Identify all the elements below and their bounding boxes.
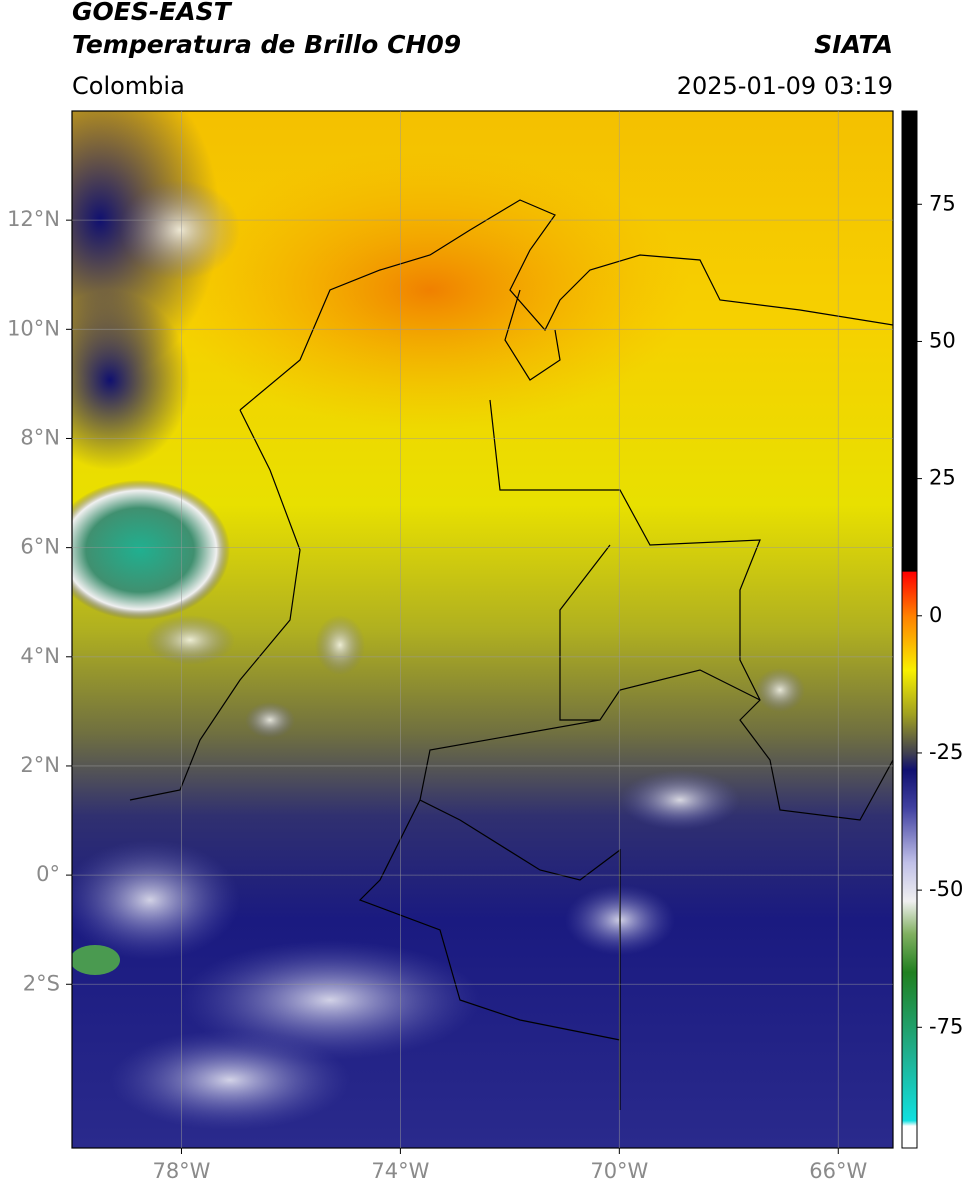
x-tick-label: 78°W	[152, 1159, 210, 1183]
colorbar-tick-label: 0	[929, 603, 942, 627]
colorbar-frame	[901, 110, 918, 1149]
y-tick-label: 2°N	[20, 753, 60, 777]
satellite-image	[72, 111, 893, 1148]
y-tick-label: 0°	[36, 862, 60, 886]
y-tick-label: 4°N	[20, 644, 60, 668]
colorbar-tick-label: -25	[929, 740, 963, 764]
y-tick-label: 2°S	[23, 971, 60, 995]
x-tick-label: 74°W	[371, 1159, 429, 1183]
y-tick-label: 12°N	[7, 207, 60, 231]
colorbar-tick-label: 75	[929, 191, 956, 215]
colorbar-tick-label: -50	[929, 877, 963, 901]
y-tick-label: 10°N	[7, 316, 60, 340]
datetime: 2025-01-09 03:19	[677, 72, 893, 100]
y-tick-label: 8°N	[20, 425, 60, 449]
colorbar	[902, 111, 917, 1148]
subtitle: Temperatura de Brillo CH09	[72, 30, 461, 59]
region: Colombia	[72, 72, 185, 100]
title: GOES-EAST	[72, 0, 233, 26]
x-tick-label: 70°W	[590, 1159, 648, 1183]
source: SIATA	[814, 30, 893, 59]
y-tick-label: 6°N	[20, 535, 60, 559]
colorbar-tick-label: -75	[929, 1014, 963, 1038]
colorbar-tick-label: 25	[929, 466, 956, 490]
map-frame	[71, 110, 894, 1149]
colorbar-tick-label: 50	[929, 328, 956, 352]
x-tick-label: 66°W	[809, 1159, 867, 1183]
